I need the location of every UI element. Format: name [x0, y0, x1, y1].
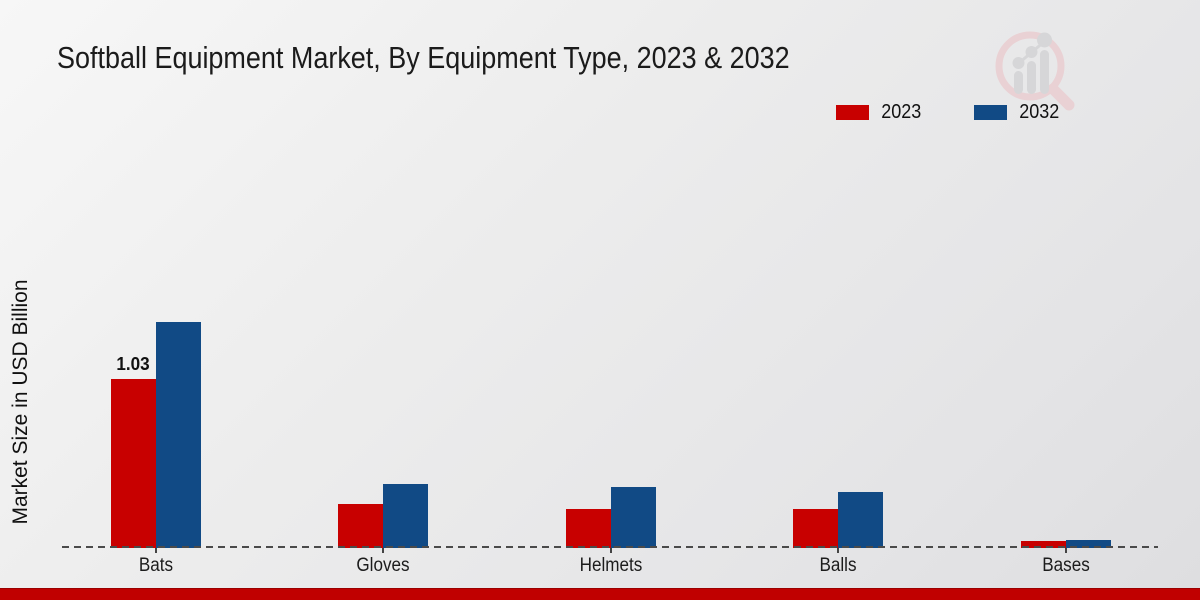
- zero-axis-dashed-line: [62, 546, 1158, 548]
- x-axis-tick: [1064, 548, 1067, 553]
- legend-label-2023: 2023: [881, 101, 922, 123]
- bar-2032-helmets: [610, 487, 656, 548]
- bar-value-label: 1.03: [116, 354, 150, 375]
- bar-2023-bases: [1020, 541, 1066, 548]
- x-axis-category-label: Bases: [1041, 555, 1090, 576]
- x-axis-tick: [382, 548, 384, 553]
- x-axis-category-label: Gloves: [356, 555, 410, 576]
- bar-2023-helmets: [565, 508, 611, 548]
- x-axis-category-label: Bats: [138, 555, 173, 576]
- bar-2023-balls: [793, 508, 838, 548]
- chart-title: Softball Equipment Market, By Equipment …: [57, 40, 790, 75]
- legend-item-2032: 2032: [973, 101, 1062, 124]
- bar-2032-gloves: [383, 484, 428, 548]
- legend-label-2032: 2032: [1018, 101, 1059, 123]
- legend-swatch-2032: [973, 105, 1007, 120]
- bar-2032-bases: [1065, 539, 1111, 548]
- bar-2023-bats: [110, 379, 156, 548]
- x-axis-tick: [609, 548, 612, 553]
- bar-2023-gloves: [338, 503, 383, 548]
- x-axis-category-label: Balls: [819, 555, 857, 576]
- magnifier-bar-chart-logo-watermark: [986, 24, 1080, 121]
- x-axis-tick: [154, 548, 157, 553]
- legend: 2023 2032: [836, 101, 1061, 124]
- bar-2032-bats: [155, 321, 201, 548]
- x-axis-category-label: Helmets: [579, 555, 642, 576]
- footer-accent-bar: [0, 588, 1200, 600]
- legend-item-2023: 2023: [836, 101, 924, 124]
- legend-swatch-2023: [836, 105, 869, 120]
- bar-2032-balls: [838, 492, 883, 548]
- x-axis-tick: [837, 548, 839, 553]
